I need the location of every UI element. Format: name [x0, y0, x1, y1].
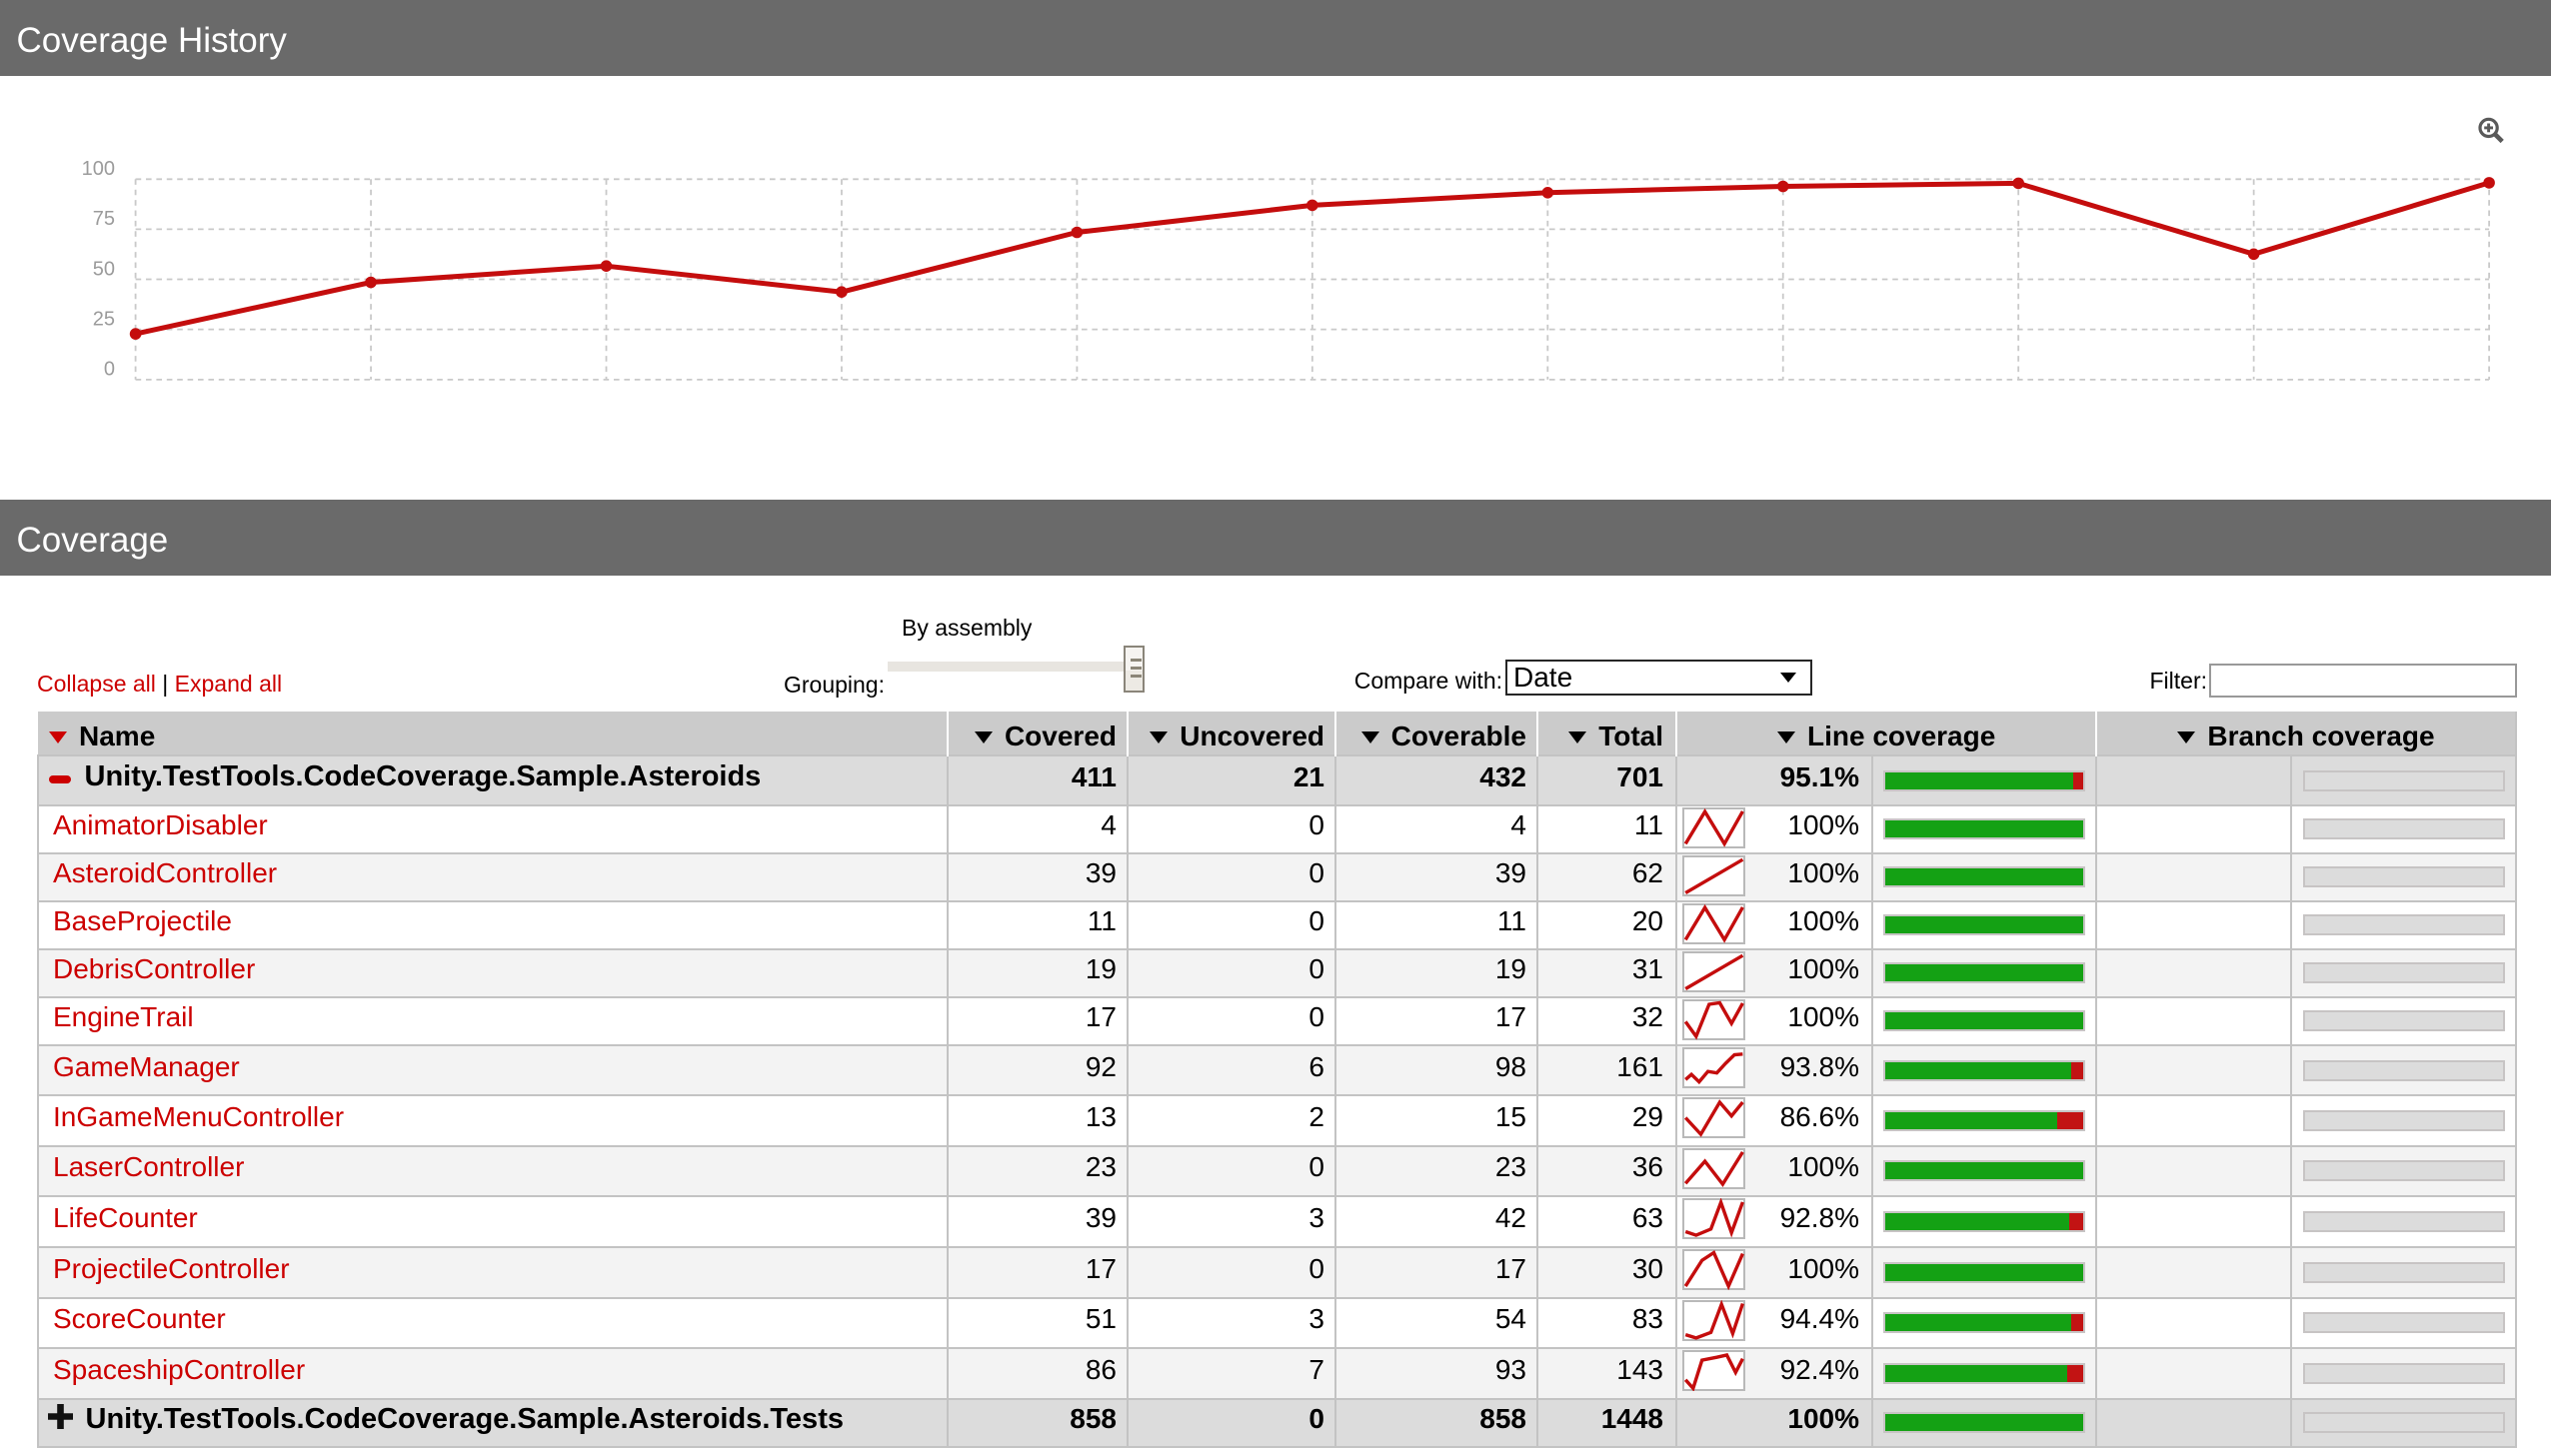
svg-text:75: 75	[93, 208, 115, 230]
svg-text:0: 0	[104, 359, 115, 381]
svg-text:25: 25	[93, 308, 115, 330]
svg-text:50: 50	[93, 258, 115, 280]
svg-text:100: 100	[82, 158, 115, 180]
